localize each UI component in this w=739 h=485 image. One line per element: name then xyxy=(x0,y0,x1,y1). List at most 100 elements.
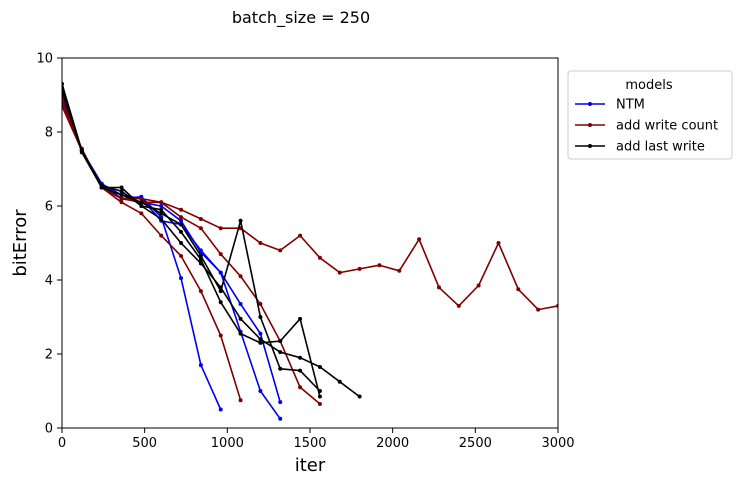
data-point-add-write-count xyxy=(159,233,164,238)
y-tick-label: 10 xyxy=(36,52,53,67)
data-point-add-last-write xyxy=(139,200,144,205)
data-point-add-last-write xyxy=(238,218,243,223)
chart-title: batch_size = 250 xyxy=(232,8,370,28)
data-point-add-last-write xyxy=(198,253,203,258)
data-point-add-last-write xyxy=(218,285,223,290)
legend-title: models xyxy=(625,78,672,93)
y-tick-label: 0 xyxy=(45,422,53,437)
x-tick-label: 1000 xyxy=(211,436,244,451)
series-line-add-write-count-run-1 xyxy=(62,105,242,401)
data-point-add-last-write xyxy=(159,211,164,216)
data-point-add-write-count xyxy=(198,289,203,294)
data-point-add-last-write xyxy=(317,364,322,369)
data-point-add-write-count xyxy=(159,200,164,205)
data-point-add-write-count xyxy=(179,253,184,258)
data-point-add-write-count xyxy=(218,252,223,257)
series-line-add-last-write-run-2 xyxy=(62,87,321,392)
data-point-add-last-write xyxy=(179,241,184,245)
series-layer xyxy=(62,81,558,421)
series-line-add-last-write-run-3 xyxy=(62,91,361,398)
x-tick-label: 1500 xyxy=(293,436,326,451)
legend-marker-add-write-count xyxy=(588,123,592,127)
data-point-add-write-count xyxy=(238,398,243,403)
data-point-add-last-write xyxy=(198,261,203,266)
series-line-add-write-count-run-3 xyxy=(62,102,558,311)
data-point-add-write-count xyxy=(357,266,362,271)
plot-frame xyxy=(61,57,559,429)
x-axis-ticks: 0 500 1000 1500 2000 2500 3000 xyxy=(58,428,575,451)
data-point-add-write-count xyxy=(417,237,422,242)
data-point-add-write-count xyxy=(516,287,521,292)
data-point-ntm xyxy=(258,389,263,393)
data-point-add-write-count xyxy=(317,401,322,406)
data-point-add-last-write xyxy=(298,368,303,373)
data-point-ntm xyxy=(218,270,223,275)
data-point-add-last-write xyxy=(258,337,263,342)
data-point-ntm xyxy=(278,400,283,405)
data-point-add-last-write xyxy=(298,316,303,321)
data-point-add-write-count xyxy=(238,274,243,279)
data-point-add-last-write xyxy=(337,379,342,384)
x-tick-label: 2000 xyxy=(376,436,409,451)
data-point-add-last-write xyxy=(218,300,223,305)
data-point-add-write-count xyxy=(198,216,203,221)
data-point-add-write-count xyxy=(536,307,541,312)
data-point-add-last-write xyxy=(298,355,303,360)
data-point-add-last-write xyxy=(278,339,283,344)
data-point-add-write-count xyxy=(218,226,223,231)
data-point-add-write-count xyxy=(377,263,382,268)
data-point-add-last-write xyxy=(179,229,184,234)
x-axis-label: iter xyxy=(295,455,326,476)
data-point-add-write-count xyxy=(298,233,303,238)
data-point-add-last-write xyxy=(79,148,84,153)
data-point-ntm xyxy=(218,407,223,412)
data-point-ntm xyxy=(179,276,184,281)
data-point-add-last-write xyxy=(238,331,243,336)
data-point-add-last-write xyxy=(99,183,104,188)
data-point-add-write-count xyxy=(139,196,144,201)
legend-label-ntm: NTM xyxy=(616,98,645,113)
data-point-add-write-count xyxy=(476,283,481,288)
data-point-add-last-write xyxy=(238,316,243,321)
legend-frame xyxy=(567,70,733,160)
data-point-add-write-count xyxy=(436,285,441,290)
data-point-ntm xyxy=(198,363,203,368)
x-tick-label: 2500 xyxy=(459,436,492,451)
data-point-add-write-count xyxy=(179,215,184,220)
data-point-ntm xyxy=(179,218,184,223)
data-point-add-write-count xyxy=(456,303,461,308)
data-point-ntm xyxy=(238,302,243,307)
y-axis-ticks: 0 2 4 6 8 10 xyxy=(36,52,62,437)
data-point-add-write-count xyxy=(397,268,402,273)
data-point-add-write-count xyxy=(337,270,342,275)
data-point-ntm xyxy=(159,204,164,208)
x-tick-label: 3000 xyxy=(541,436,574,451)
data-point-add-write-count xyxy=(198,226,203,231)
data-point-add-last-write xyxy=(317,389,322,393)
legend-label-add-last-write: add last write xyxy=(616,140,705,155)
data-point-add-last-write xyxy=(258,340,263,345)
data-point-add-write-count xyxy=(218,333,223,338)
x-tick-label: 500 xyxy=(132,436,157,451)
data-point-ntm xyxy=(278,416,283,421)
data-point-add-last-write xyxy=(139,204,144,208)
y-tick-label: 2 xyxy=(45,348,53,363)
data-point-add-write-count xyxy=(139,211,144,216)
x-tick-label: 0 xyxy=(58,436,66,451)
data-point-add-write-count xyxy=(258,241,263,245)
data-point-add-write-count xyxy=(119,200,124,205)
data-point-add-write-count xyxy=(179,207,184,212)
y-tick-label: 4 xyxy=(45,274,53,289)
data-point-add-last-write xyxy=(357,394,362,399)
data-point-add-last-write xyxy=(119,185,124,190)
y-tick-label: 6 xyxy=(45,200,53,215)
data-point-add-last-write xyxy=(159,216,164,221)
series-line-add-last-write-run-1 xyxy=(62,83,321,397)
series-line-ntm-run-2 xyxy=(62,98,281,420)
data-point-add-write-count xyxy=(119,196,124,201)
y-axis-label: bitError xyxy=(10,209,31,277)
data-point-add-last-write xyxy=(278,350,283,355)
data-point-add-last-write xyxy=(317,394,322,399)
data-point-add-write-count xyxy=(258,302,263,307)
